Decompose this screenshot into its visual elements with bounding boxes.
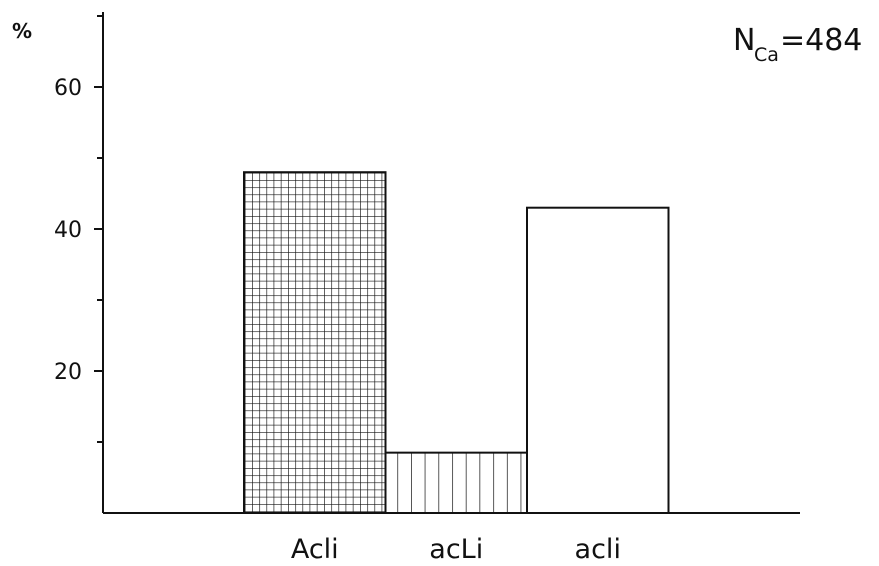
annotation-value: =484	[780, 23, 862, 58]
y-tick-label-20: 20	[54, 360, 82, 385]
category-label-acli-upper: Acli	[291, 534, 339, 565]
y-tick-label-40: 40	[54, 218, 82, 243]
y-tick-label-60: 60	[54, 76, 82, 101]
bar-acli-none	[526, 206, 670, 514]
category-label-acli-none: acli	[575, 534, 621, 565]
y-axis-ticks: 20 40 60	[54, 15, 103, 443]
bar-aclI-lower	[384, 451, 528, 514]
sample-size-annotation: N Ca =484	[733, 23, 862, 66]
annotation-subscript: Ca	[754, 44, 779, 66]
annotation-main: N	[733, 23, 755, 58]
y-axis-unit-label: %	[12, 19, 32, 43]
bar-acli-upper	[243, 171, 387, 514]
category-label-acli-lower: acLi	[429, 534, 483, 565]
